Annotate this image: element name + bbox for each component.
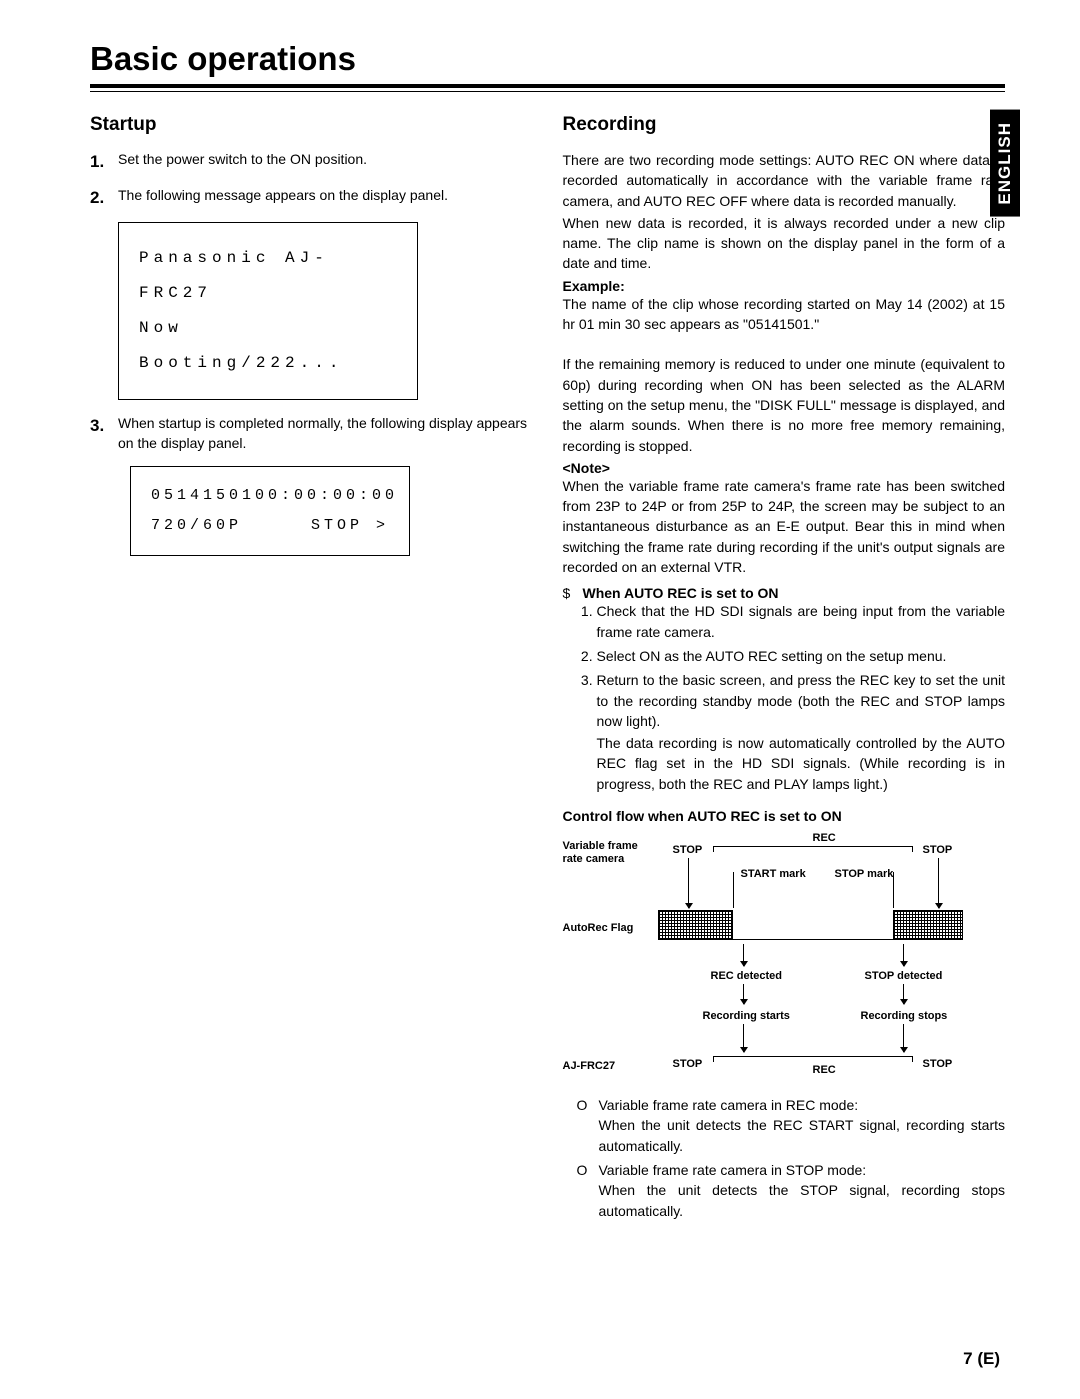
hatch-bar	[658, 910, 733, 940]
bullet-icon: O	[577, 1160, 593, 1221]
unit-label: AJ-FRC27	[563, 1060, 616, 1072]
step-num: 1.	[90, 150, 118, 174]
recording-para: There are two recording mode settings: A…	[563, 150, 1006, 211]
rec-label: REC	[813, 832, 836, 844]
display-cell: 00:00:00:00	[255, 481, 398, 511]
recording-heading: Recording	[563, 114, 1006, 136]
arrow-icon	[743, 984, 744, 1004]
autorec-flag-label: AutoRec Flag	[563, 922, 634, 934]
stop-mark-label: STOP mark	[835, 868, 894, 880]
rec-bracket	[713, 1056, 913, 1062]
page-title: Basic operations	[90, 40, 1005, 78]
content-columns: Startup 1. Set the power switch to the O…	[90, 114, 1005, 1225]
bullet-title: When AUTO REC is set to ON	[583, 585, 779, 601]
auto-rec-on-steps: Check that the HD SDI signals are being …	[597, 601, 1006, 794]
display-row: 05141501 00:00:00:00	[151, 481, 389, 511]
display-cell: 720/60P	[151, 511, 242, 541]
note-body: Variable frame rate camera in REC mode: …	[599, 1095, 1006, 1156]
auto-rec-step-cont: The data recording is now automatically …	[597, 733, 1006, 794]
vfrc-label: Variable framerate camera	[563, 840, 653, 866]
step-2: 2. The following message appears on the …	[90, 186, 533, 210]
note-text: When the unit detects the STOP signal, r…	[599, 1182, 1006, 1218]
step-num: 2.	[90, 186, 118, 210]
language-tab: ENGLISH	[990, 110, 1020, 217]
recording-starts-label: Recording starts	[703, 1010, 790, 1022]
display-row: 720/60P STOP >	[151, 511, 389, 541]
step-text: Set the power switch to the ON position.	[118, 150, 367, 174]
example-text: The name of the clip whose recording sta…	[563, 294, 1006, 335]
display-line: Panasonic AJ-FRC27	[139, 241, 397, 311]
tick	[733, 872, 734, 908]
rec-label: REC	[813, 1064, 836, 1076]
arrow-icon	[903, 944, 904, 966]
note-label: <Note>	[563, 460, 1006, 476]
post-diagram-notes: O Variable frame rate camera in REC mode…	[577, 1095, 1006, 1221]
rec-bracket	[713, 846, 913, 852]
start-mark-label: START mark	[741, 868, 806, 880]
post-note: O Variable frame rate camera in STOP mod…	[577, 1160, 1006, 1221]
post-note: O Variable frame rate camera in REC mode…	[577, 1095, 1006, 1156]
display-line: Now Booting/222...	[139, 311, 397, 381]
flow-heading: Control flow when AUTO REC is set to ON	[563, 808, 1006, 824]
note-body: Variable frame rate camera in STOP mode:…	[599, 1160, 1006, 1221]
auto-rec-step: Select ON as the AUTO REC setting on the…	[597, 646, 1006, 666]
display-cell: STOP >	[311, 511, 389, 541]
right-column: Recording There are two recording mode s…	[563, 114, 1006, 1225]
bullet-lead: $ When AUTO REC is set to ON	[563, 585, 1006, 601]
step-3: 3. When startup is completed normally, t…	[90, 414, 533, 453]
title-rule	[90, 84, 1005, 92]
rec-detected-label: REC detected	[711, 970, 783, 982]
baseline	[733, 939, 893, 940]
arrow-icon	[903, 984, 904, 1004]
startup-steps: 1. Set the power switch to the ON positi…	[90, 150, 533, 210]
step-1: 1. Set the power switch to the ON positi…	[90, 150, 533, 174]
display-panel-ready: 05141501 00:00:00:00 720/60P STOP >	[130, 466, 410, 556]
arrow-icon	[743, 944, 744, 966]
startup-steps-cont: 3. When startup is completed normally, t…	[90, 414, 533, 453]
note-head: Variable frame rate camera in STOP mode:	[599, 1162, 867, 1178]
arrow-icon	[688, 858, 689, 908]
stop-label: STOP	[673, 1058, 703, 1070]
page-number: 7 (E)	[963, 1349, 1000, 1369]
stop-label: STOP	[923, 844, 953, 856]
note-text: When the variable frame rate camera's fr…	[563, 476, 1006, 577]
stop-detected-label: STOP detected	[865, 970, 943, 982]
display-panel-booting: Panasonic AJ-FRC27 Now Booting/222...	[118, 222, 418, 401]
step-num: 3.	[90, 414, 118, 453]
startup-heading: Startup	[90, 114, 533, 136]
bullet-icon: O	[577, 1095, 593, 1156]
step-text: The following message appears on the dis…	[118, 186, 448, 210]
hatch-bar	[893, 910, 963, 940]
recording-para: When new data is recorded, it is always …	[563, 213, 1006, 274]
left-column: Startup 1. Set the power switch to the O…	[90, 114, 533, 1225]
display-cell: 05141501	[151, 481, 255, 511]
note-head: Variable frame rate camera in REC mode:	[599, 1097, 859, 1113]
auto-rec-step: Check that the HD SDI signals are being …	[597, 601, 1006, 642]
arrow-icon	[938, 858, 939, 908]
when-auto-rec-on: $ When AUTO REC is set to ON Check that …	[563, 585, 1006, 794]
bullet-icon: $	[563, 585, 577, 601]
stop-label: STOP	[923, 1058, 953, 1070]
control-flow-diagram: Variable framerate camera AutoRec Flag A…	[563, 832, 973, 1087]
auto-rec-step-text: Return to the basic screen, and press th…	[597, 672, 1006, 729]
auto-rec-step: Return to the basic screen, and press th…	[597, 670, 1006, 794]
recording-stops-label: Recording stops	[861, 1010, 948, 1022]
arrow-icon	[743, 1024, 744, 1052]
stop-label: STOP	[673, 844, 703, 856]
step-text: When startup is completed normally, the …	[118, 414, 533, 453]
recording-para: If the remaining memory is reduced to un…	[563, 354, 1006, 455]
arrow-icon	[903, 1024, 904, 1052]
note-text: When the unit detects the REC START sign…	[599, 1117, 1006, 1153]
example-label: Example:	[563, 278, 1006, 294]
